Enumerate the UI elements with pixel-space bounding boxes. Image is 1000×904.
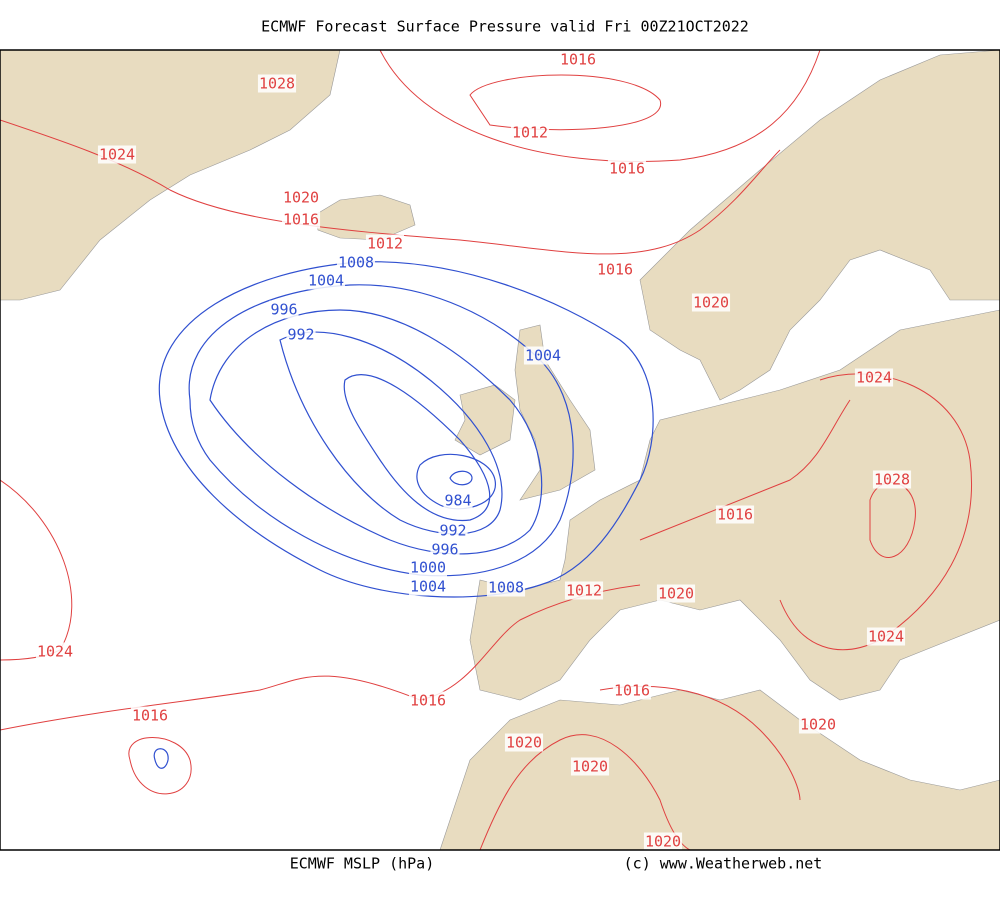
- footer-left: ECMWF MSLP (hPa): [290, 855, 435, 873]
- label-background: [286, 325, 316, 344]
- isobar-label: 1020: [658, 585, 694, 603]
- isobar-label: 984: [444, 492, 471, 510]
- isobar-label: 1016: [132, 707, 168, 725]
- label-background: [510, 123, 550, 142]
- label-background: [438, 521, 468, 540]
- isobar-label: 1016: [717, 506, 753, 524]
- isobar-label: 1016: [614, 682, 650, 700]
- label-background: [281, 188, 321, 207]
- land: [0, 49, 1000, 851]
- isobar: [128, 737, 192, 795]
- label-background: [656, 584, 696, 603]
- map: 1016 1028 1012 1024 1016 1020 1016 1012 1016 1020…: [0, 49, 1000, 851]
- isobar-label: 996: [270, 301, 297, 319]
- label-background: [306, 271, 346, 290]
- isobar-label: 1020: [800, 716, 836, 734]
- isobar-label: 1016: [609, 160, 645, 178]
- isobar-label: 1016: [597, 261, 633, 279]
- label-background: [281, 210, 321, 229]
- label-background: [430, 540, 460, 559]
- africa: [439, 689, 1000, 851]
- europe: [469, 309, 1000, 701]
- label-background: [504, 733, 544, 752]
- isobar-label: 992: [287, 326, 314, 344]
- ireland: [454, 384, 516, 456]
- label-background: [257, 74, 297, 93]
- label-background: [336, 253, 376, 272]
- label-background: [607, 159, 647, 178]
- isobar: [379, 49, 821, 163]
- footer-right: (c) www.Weatherweb.net: [624, 855, 823, 873]
- label-background: [866, 627, 906, 646]
- label-background: [408, 577, 448, 596]
- isobar: [0, 479, 73, 661]
- label-background: [854, 368, 894, 387]
- isobar: [449, 470, 473, 486]
- isobar-label: 1020: [506, 734, 542, 752]
- isobar-label: 1024: [99, 146, 135, 164]
- isobar-label: 1020: [283, 189, 319, 207]
- greenland: [0, 49, 341, 301]
- label-background: [365, 234, 405, 253]
- isobar: [158, 261, 654, 598]
- label-background: [408, 691, 448, 710]
- isobar-label: 1012: [367, 235, 403, 253]
- title: ECMWF Forecast Surface Pressure valid Fr…: [261, 18, 749, 36]
- isobar-label: 1020: [645, 833, 681, 851]
- label-background: [558, 50, 598, 69]
- isobar-label: 992: [439, 522, 466, 540]
- label-background: [523, 346, 563, 365]
- label-background: [872, 470, 912, 489]
- isobar: [153, 748, 169, 769]
- isobars: [0, 49, 972, 851]
- isobar-labels: 1016 1028 1012 1024 1016 1020 1016 1012 1016 1020…: [35, 50, 912, 851]
- label-background: [570, 757, 610, 776]
- map-frame: [0, 49, 1000, 851]
- isobar: [343, 374, 491, 522]
- isobar-label: 1020: [572, 758, 608, 776]
- isobar-label: 1028: [874, 471, 910, 489]
- isobar: [639, 399, 851, 541]
- label-background: [564, 581, 604, 600]
- isobar-label: 1012: [566, 582, 602, 600]
- isobar-label: 1024: [37, 643, 73, 661]
- isobar-label: 1020: [693, 294, 729, 312]
- isobar-label: 1024: [868, 628, 904, 646]
- isobar: [416, 453, 496, 510]
- label-background: [97, 145, 137, 164]
- label-background: [269, 300, 299, 319]
- label-background: [643, 832, 683, 851]
- label-background: [486, 578, 526, 597]
- label-background: [130, 706, 170, 725]
- isobar-label: 1016: [283, 211, 319, 229]
- label-background: [408, 558, 448, 577]
- isobar-label: 1012: [512, 124, 548, 142]
- label-background: [443, 491, 473, 510]
- isobar-label: 996: [431, 541, 458, 559]
- isobar: [279, 331, 503, 535]
- isobar: [0, 584, 641, 731]
- isobar-label: 1004: [308, 272, 344, 290]
- isobar: [0, 119, 781, 255]
- label-background: [612, 681, 652, 700]
- isobar-label: 1008: [338, 254, 374, 272]
- scandinavia: [639, 49, 1000, 401]
- isobar: [779, 373, 972, 651]
- isobar-label: 1024: [856, 369, 892, 387]
- isobar-label: 1000: [410, 559, 446, 577]
- isobar-label: 1016: [560, 51, 596, 69]
- isobar: [209, 309, 543, 555]
- label-background: [595, 260, 635, 279]
- isobar-label: 1016: [410, 692, 446, 710]
- label-background: [798, 715, 838, 734]
- label-background: [691, 293, 731, 312]
- isobar-label: 1008: [488, 579, 524, 597]
- isobar-label: 1004: [410, 578, 446, 596]
- label-background: [35, 642, 75, 661]
- label-background: [715, 505, 755, 524]
- isobar-label: 1004: [525, 347, 561, 365]
- isobar-label: 1028: [259, 75, 295, 93]
- isobar: [479, 734, 691, 851]
